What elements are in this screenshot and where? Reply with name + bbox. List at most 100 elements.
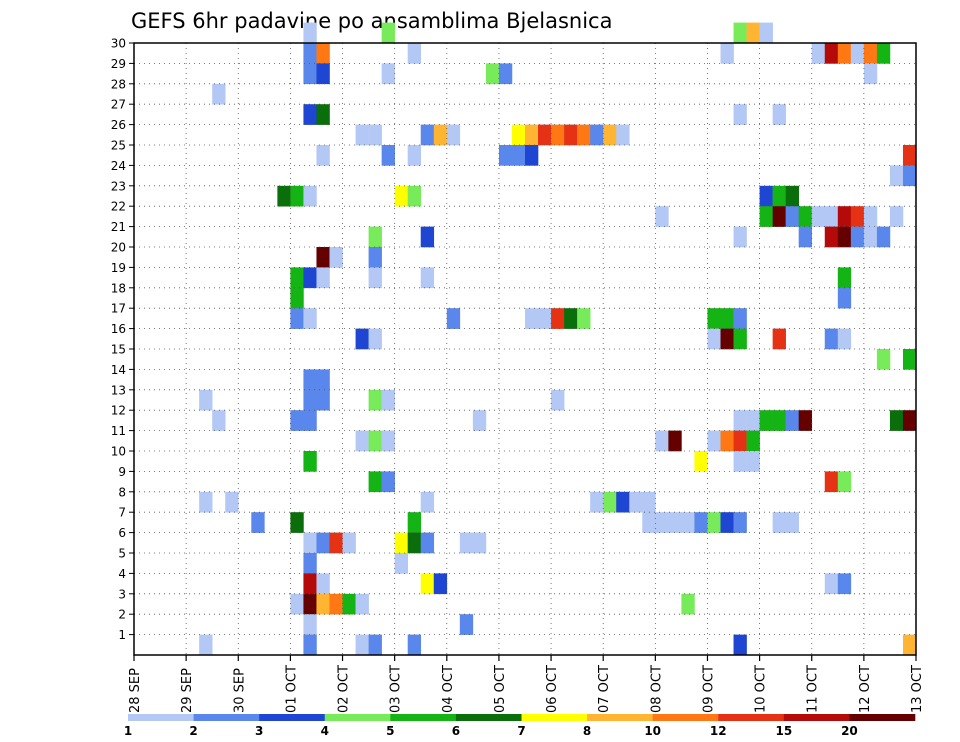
legend-label: 4 [321,724,329,738]
color-legend: 1 2 3 4 5 6 7 8 10 12 15 20 [124,714,916,738]
legend-label: 7 [517,724,525,738]
heatmap-cell [290,185,304,207]
heatmap-cell [329,532,343,554]
heatmap-cell [746,22,760,44]
y-tick-label: 4 [118,567,126,581]
heatmap-cell [303,573,317,595]
x-axis: 28 SEP 29 SEP 30 SEP 01 OCT 02 OCT 03 OCT 04 O… [128,655,925,713]
y-tick-label: 12 [111,404,126,418]
heatmap-cell [498,145,513,166]
x-tick-label: 07 OCT [597,665,612,713]
x-tick-label: 09 OCT [702,665,717,713]
heatmap-cell [902,349,917,370]
heatmap-cell [368,226,382,248]
legend-label: 1 [124,724,132,738]
heatmap-cell [446,124,461,146]
heatmap-cell [837,206,852,227]
y-tick-label: 16 [111,322,126,336]
heatmap-cell [303,308,317,329]
heatmap-cell [251,512,265,533]
heatmap-cell [603,491,617,513]
heatmap-cell [551,389,565,411]
y-tick-label: 10 [111,445,126,459]
heatmap-cell [746,410,760,431]
legend-swatch [193,714,260,721]
heatmap-cell [329,247,343,268]
heatmap-cell [681,512,695,533]
heatmap-cell [876,43,891,64]
heatmap-cell [212,410,226,431]
heatmap-cell [368,328,382,350]
heatmap-cell [889,206,904,227]
y-tick-label: 13 [111,383,126,397]
heatmap-cell [551,308,565,329]
heatmap-cell [785,206,799,227]
heatmap-cell [876,349,891,370]
heatmap-cell [876,226,891,248]
heatmap-cell [733,512,747,533]
heatmap-cell [316,63,330,85]
legend-swatch [521,714,588,721]
heatmap-cell [303,634,317,656]
heatmap-cell [772,328,786,350]
heatmap-cell [381,471,395,493]
heatmap-cell [394,553,408,574]
heatmap-cell [551,124,565,146]
heatmap-cell [355,593,369,615]
x-tick-label: 04 OCT [441,665,456,713]
heatmap-cell [655,430,669,452]
heatmap-cell [420,573,435,595]
heatmap-cell [837,573,852,595]
heatmap-cell [303,104,317,125]
heatmap-cell [303,451,317,472]
heatmap-cell [316,247,330,268]
heatmap-cell [772,206,786,227]
y-tick-label: 3 [118,587,126,601]
heatmap-cell [420,226,435,248]
heatmap-cell [290,410,304,431]
heatmap-cell [577,124,591,146]
heatmap-cell [629,491,643,513]
legend-label: 3 [255,724,263,738]
legend-label: 8 [583,724,591,738]
heatmap-cell [525,145,539,166]
heatmap-cell [837,287,852,309]
heatmap-cell [902,165,917,187]
legend-label: 12 [710,724,727,738]
y-tick-label: 26 [111,118,126,132]
heatmap-cell [902,410,917,431]
heatmap-cell [316,369,330,391]
heatmap-cell [303,185,317,207]
legend-swatch [455,714,522,721]
heatmap-cell [707,308,721,329]
y-tick-label: 18 [111,281,126,295]
y-tick-label: 29 [111,57,126,71]
heatmap-cell [394,185,408,207]
heatmap-cell [837,471,852,493]
heatmap-cell [290,593,304,615]
heatmap-cell [212,83,226,105]
heatmap-cell [525,308,539,329]
heatmap-cell [759,206,773,227]
heatmap-cell [902,145,917,166]
heatmap-cell [381,63,395,85]
heatmap-cell [772,410,786,431]
x-tick-label: 13 OCT [910,665,925,713]
x-tick-label: 08 OCT [649,665,664,713]
x-tick-label: 12 OCT [858,665,873,713]
heatmap-cell [459,532,474,554]
y-tick-label: 24 [111,159,126,173]
y-tick-label: 25 [111,139,126,153]
heatmap-cell [785,410,799,431]
heatmap-cell [733,451,747,472]
heatmap-cell [303,593,317,615]
x-tick-label: 01 OCT [284,665,299,713]
x-tick-label: 11 OCT [806,665,821,713]
heatmap-cell [668,430,682,452]
y-tick-label: 2 [118,608,126,622]
heatmap-cell [837,328,852,350]
heatmap-cell [303,267,317,289]
heatmap-cell [538,124,552,146]
heatmap-cell [316,267,330,289]
y-tick-label: 17 [111,302,126,316]
